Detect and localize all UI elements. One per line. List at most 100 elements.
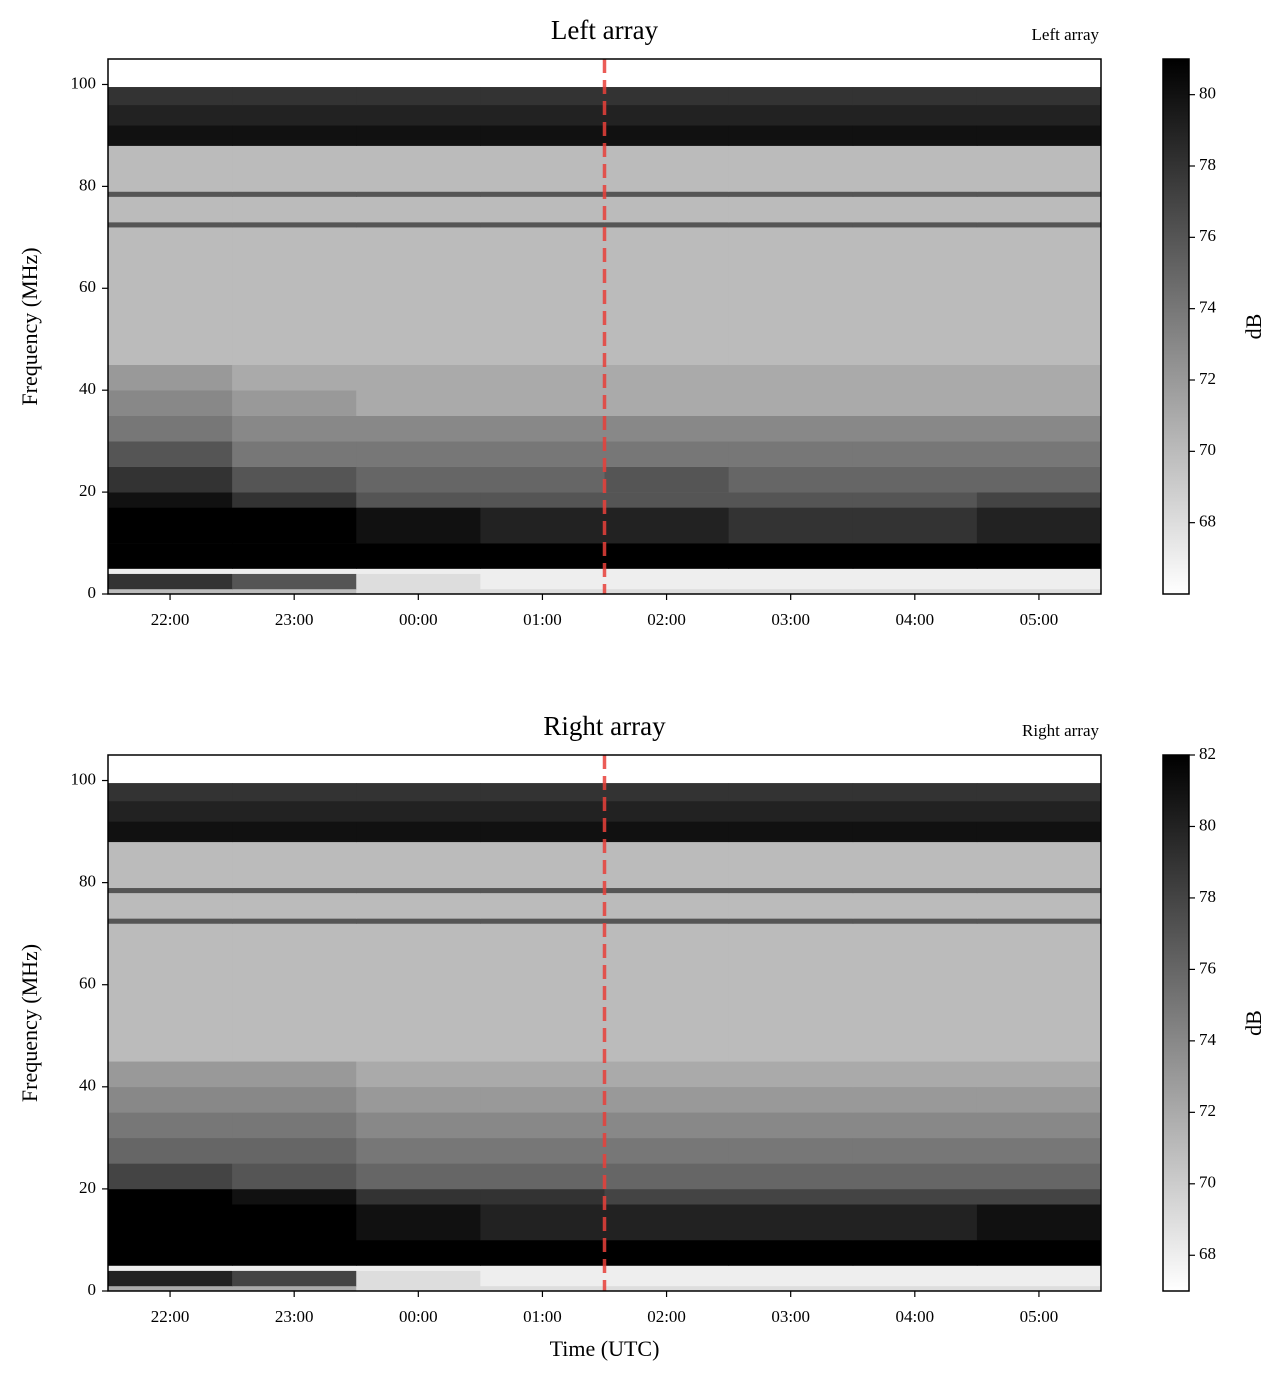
heatmap-cell: [356, 222, 481, 228]
plot-frame: [107, 58, 1102, 595]
heatmap-cell: [852, 466, 978, 493]
heatmap-cell: [356, 227, 481, 366]
heatmap-cell: [976, 1270, 1102, 1287]
x-tick-label: 02:00: [647, 610, 686, 629]
plot-frame: [107, 754, 1102, 1292]
x-tick-label: 22:00: [151, 610, 190, 629]
heatmap-cell: [108, 588, 233, 595]
colorbar-tick-label: 70: [1199, 1173, 1216, 1192]
heatmap-cell: [232, 492, 357, 508]
heatmap-cell: [356, 923, 481, 1062]
x-tick-label: 05:00: [1020, 610, 1059, 629]
heatmap-cell: [604, 390, 730, 416]
heatmap-cell: [356, 1285, 481, 1292]
heatmap-cell: [232, 1204, 357, 1241]
heatmap-cell: [480, 588, 605, 595]
heatmap-cell: [852, 441, 978, 467]
heatmap-cell: [356, 1265, 481, 1271]
heatmap-cell: [108, 441, 233, 467]
heatmap-cell: [480, 923, 605, 1062]
heatmap-cell: [604, 466, 730, 493]
x-tick-label: 00:00: [399, 1307, 438, 1326]
heatmap-cell: [108, 1112, 233, 1139]
heatmap-cell: [108, 543, 233, 569]
heatmap-cell: [604, 125, 730, 146]
heatmap-cell: [852, 390, 978, 416]
heatmap-cell: [976, 1204, 1102, 1241]
y-tick-label: 100: [71, 769, 97, 788]
heatmap-cell: [480, 87, 605, 106]
heatmap-cell: [852, 1163, 978, 1190]
heatmap-cell: [108, 125, 233, 146]
heatmap-cell: [480, 1163, 605, 1190]
heatmap-cell: [232, 87, 357, 106]
heatmap-cell: [976, 390, 1102, 416]
heatmap-cell: [356, 466, 481, 493]
heatmap-cell: [232, 227, 357, 366]
heatmap-cell: [480, 543, 605, 569]
heatmap-cell: [604, 415, 730, 442]
heatmap-cell: [728, 1270, 854, 1287]
heatmap-cell: [480, 841, 605, 889]
heatmap-cell: [852, 543, 978, 569]
heatmap-cell: [480, 1188, 605, 1205]
colorbar-label: dB: [1241, 1010, 1266, 1036]
heatmap-cell: [852, 104, 978, 126]
heatmap-cell: [604, 1265, 730, 1271]
heatmap-cell: [232, 1086, 357, 1113]
heatmap-cell: [480, 507, 605, 544]
heatmap-cell: [976, 588, 1102, 595]
heatmap-cell: [232, 191, 357, 197]
colorbar-tick-label: 80: [1199, 84, 1216, 103]
heatmap-cell: [356, 783, 481, 802]
heatmap-cell: [108, 1188, 233, 1205]
heatmap-cell: [976, 821, 1102, 843]
heatmap-cell: [728, 222, 854, 228]
heatmap-cell: [604, 364, 730, 391]
heatmap-cell: [356, 1061, 481, 1088]
heatmap-cell: [480, 568, 605, 574]
heatmap-cell: [232, 588, 357, 595]
heatmap-cell: [356, 887, 481, 894]
y-tick-label: 40: [79, 1076, 96, 1095]
heatmap-cell: [108, 1163, 233, 1190]
chart-title: Left array: [551, 15, 659, 45]
heatmap-cell: [728, 543, 854, 569]
colorbar-tick-label: 68: [1199, 1244, 1216, 1263]
x-tick-label: 23:00: [275, 610, 314, 629]
heatmap-cell: [852, 588, 978, 595]
heatmap-cell: [852, 507, 978, 544]
heatmap-cell: [356, 441, 481, 467]
heatmap-cell: [108, 1204, 233, 1241]
heatmap-cell: [604, 918, 730, 924]
heatmap-cell: [356, 821, 481, 843]
heatmap-cell: [852, 1204, 978, 1241]
heatmap-cell: [728, 104, 854, 126]
heatmap-cell: [852, 568, 978, 574]
colorbar-tick-label: 76: [1199, 226, 1216, 245]
heatmap-cell: [728, 196, 854, 223]
heatmap-cell: [356, 507, 481, 544]
heatmap-cell: [852, 841, 978, 889]
heatmap-cell: [480, 492, 605, 508]
heatmap-cell: [108, 892, 233, 919]
heatmap-cell: [480, 191, 605, 197]
heatmap-cell: [480, 1061, 605, 1088]
heatmap-cell: [976, 87, 1102, 106]
heatmap-cell: [108, 1239, 233, 1266]
heatmap-cell: [108, 492, 233, 508]
heatmap-cell: [604, 1061, 730, 1088]
y-tick-label: 0: [88, 1280, 97, 1299]
heatmap-cell: [356, 543, 481, 569]
heatmap-cell: [108, 507, 233, 544]
heatmap-cell: [232, 800, 357, 822]
heatmap-cell: [480, 1204, 605, 1241]
heatmap-cell: [480, 800, 605, 822]
heatmap-cell: [232, 145, 357, 192]
heatmap-cell: [108, 800, 233, 822]
heatmap-cell: [356, 573, 481, 590]
heatmap-cell: [232, 104, 357, 126]
heatmap-cell: [728, 87, 854, 106]
colorbar-label: dB: [1241, 314, 1266, 340]
colorbar-tick-label: 70: [1199, 440, 1216, 459]
